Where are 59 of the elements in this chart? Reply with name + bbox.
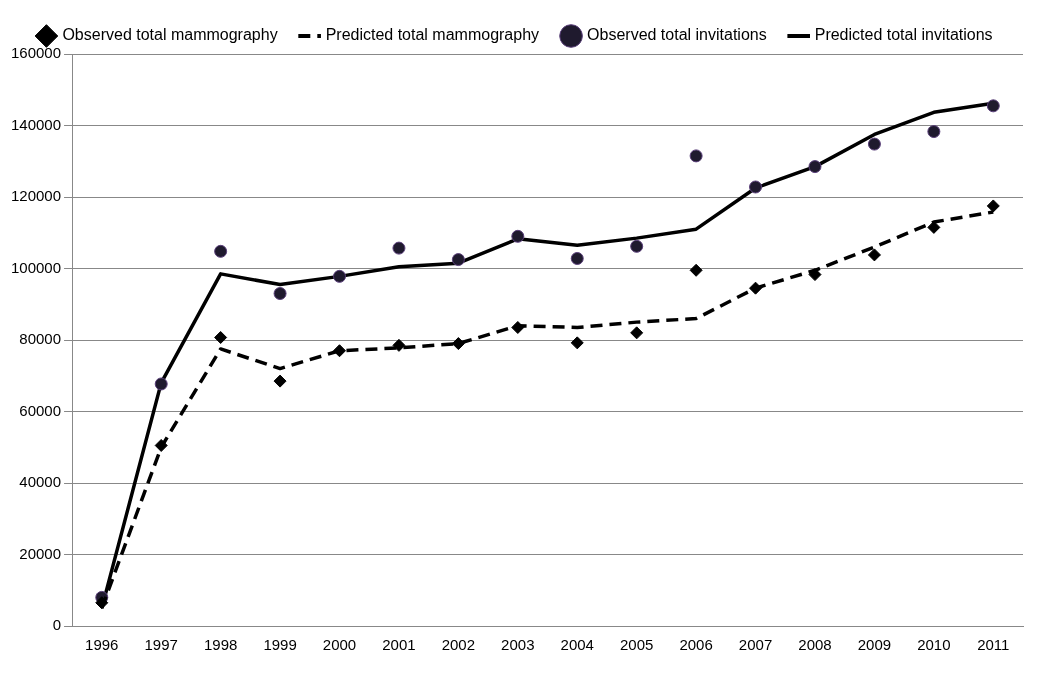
point xyxy=(630,326,644,340)
x-tick-label: 2004 xyxy=(560,636,594,654)
point xyxy=(273,374,287,388)
point xyxy=(95,596,109,610)
point xyxy=(986,199,1000,213)
point xyxy=(749,180,763,194)
y-tick-label: 60000 xyxy=(19,401,62,419)
x-tick-label: 2005 xyxy=(619,636,654,654)
point xyxy=(392,241,406,255)
point xyxy=(689,263,703,277)
y-tick-label: 20000 xyxy=(19,544,62,562)
point xyxy=(808,268,822,282)
x-tick-label: 2007 xyxy=(738,636,773,654)
y-tick-label: 100000 xyxy=(10,258,62,276)
y-tick-label: 0 xyxy=(52,616,62,634)
y-tick-label: 140000 xyxy=(10,115,62,133)
x-tick-label: 2008 xyxy=(798,636,832,654)
x-tick-label: 2001 xyxy=(382,636,416,654)
point xyxy=(867,248,881,262)
legend-label: Observed total mammography xyxy=(62,26,278,44)
point xyxy=(511,229,525,243)
x-tick-label: 2011 xyxy=(977,636,1010,654)
point xyxy=(689,149,703,163)
point xyxy=(451,253,465,267)
point xyxy=(986,99,1000,113)
y-tick-label: 160000 xyxy=(10,44,62,62)
point xyxy=(511,320,525,334)
legend-label: Predicted total mammography xyxy=(325,26,540,44)
point xyxy=(867,137,881,151)
point xyxy=(630,239,644,253)
y-tick-label: 120000 xyxy=(10,187,62,205)
x-tick-label: 2002 xyxy=(441,636,476,654)
x-tick-label: 1998 xyxy=(203,636,238,654)
x-tick-label: 2009 xyxy=(857,636,892,654)
point xyxy=(927,125,941,139)
x-tick-label: 2010 xyxy=(917,636,951,654)
point xyxy=(451,337,465,351)
point xyxy=(214,331,228,344)
point xyxy=(333,344,347,358)
point xyxy=(392,338,406,352)
y-tick-label: 80000 xyxy=(19,330,62,348)
point xyxy=(154,438,168,452)
point xyxy=(333,269,347,283)
y-tick-label: 40000 xyxy=(19,473,62,491)
point xyxy=(749,281,763,295)
x-tick-label: 1996 xyxy=(85,636,119,654)
legend-label: Observed total invitations xyxy=(587,26,767,44)
x-tick-label: 1999 xyxy=(263,636,297,654)
x-tick-label: 2006 xyxy=(679,636,713,654)
point xyxy=(808,160,822,174)
x-tick-label: 1997 xyxy=(144,636,178,654)
point xyxy=(154,377,168,391)
x-tick-label: 2000 xyxy=(322,636,357,654)
point xyxy=(214,244,228,258)
point xyxy=(570,336,584,350)
legend-label: Predicted total invitations xyxy=(814,26,993,44)
point xyxy=(570,251,584,265)
point xyxy=(273,287,287,301)
x-tick-label: 2003 xyxy=(501,636,535,654)
